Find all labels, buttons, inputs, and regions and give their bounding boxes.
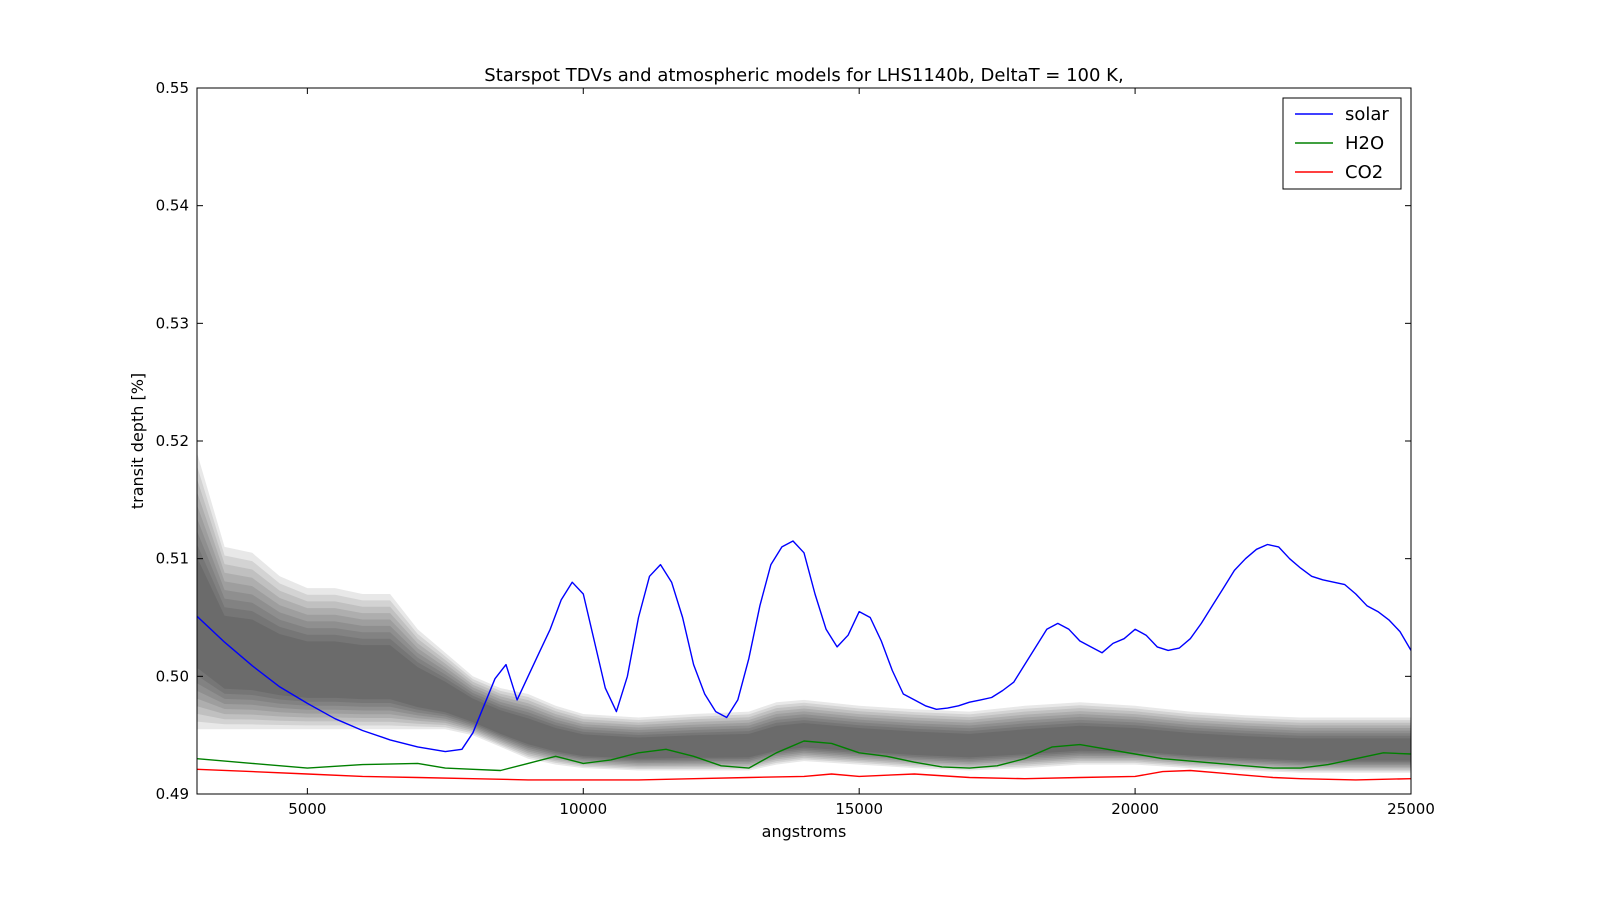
series-line-solar — [197, 540, 1411, 753]
tdv-envelope-band — [197, 531, 1411, 764]
tdv-envelope-band — [197, 557, 1411, 761]
series-line-h2o — [197, 740, 1411, 772]
x-axis-label: angstroms — [762, 822, 847, 841]
y-tick-label: 0.52 — [156, 432, 189, 450]
legend-label-co2: CO2 — [1345, 162, 1383, 183]
tdv-envelope-band — [197, 491, 1411, 769]
tdv-envelope-band — [197, 465, 1411, 772]
series-layer — [197, 540, 1411, 781]
x-axis: 5000 10000 15000 20000 25000 — [288, 88, 1435, 818]
legend-label-solar: solar — [1345, 104, 1389, 125]
y-tick-label: 0.54 — [156, 197, 189, 215]
x-tick-label: 5000 — [288, 800, 326, 818]
y-tick-label: 0.51 — [156, 550, 189, 568]
y-axis-label: transit depth [%] — [128, 373, 147, 509]
tdv-envelope-band — [197, 505, 1411, 767]
tdv-envelope-band — [197, 478, 1411, 770]
series-line-co2 — [197, 768, 1411, 781]
tdv-envelope-band — [197, 452, 1411, 773]
tdv-envelope-band — [197, 544, 1411, 763]
y-tick-label: 0.50 — [156, 667, 189, 685]
x-tick-label: 15000 — [835, 800, 883, 818]
x-tick-label: 25000 — [1387, 800, 1435, 818]
y-tick-label: 0.55 — [156, 79, 189, 97]
x-tick-label: 20000 — [1111, 800, 1159, 818]
tdv-envelopes — [197, 452, 1411, 773]
y-tick-label: 0.53 — [156, 314, 189, 332]
y-tick-label: 0.49 — [156, 785, 189, 803]
legend-label-h2o: H2O — [1345, 133, 1384, 154]
legend: solar H2O CO2 — [1282, 97, 1402, 190]
chart-title: Starspot TDVs and atmospheric models for… — [484, 65, 1123, 86]
y-axis: 0.49 0.50 0.51 0.52 0.53 0.54 0.55 — [156, 79, 1411, 803]
tdv-envelope-band — [197, 518, 1411, 766]
x-tick-label: 10000 — [559, 800, 607, 818]
